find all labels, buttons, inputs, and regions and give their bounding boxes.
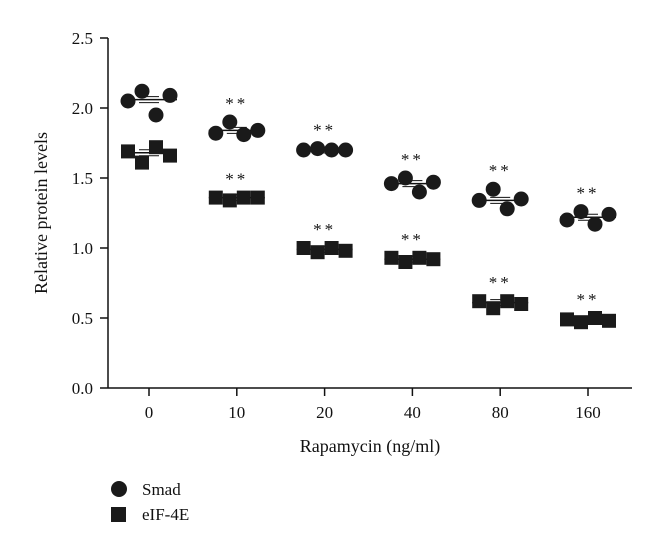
data-point-circle xyxy=(250,122,266,138)
data-point-square xyxy=(163,148,177,163)
y-ticks: 0.0 0.5 1.0 1.5 2.0 2.5 xyxy=(72,29,108,398)
data-point-circle xyxy=(485,181,501,197)
significance-label: ** xyxy=(401,150,424,169)
data-point-circle xyxy=(310,141,326,157)
data-point-square xyxy=(426,252,441,267)
significance-label: ** xyxy=(489,273,512,292)
y-tick-label: 2.5 xyxy=(72,29,93,48)
significance-label: ** xyxy=(313,220,336,239)
data-point-square xyxy=(236,190,251,205)
legend-label-smad: Smad xyxy=(142,480,181,499)
data-point-square xyxy=(222,193,237,208)
data-point-circle xyxy=(148,107,164,123)
data-point-circle xyxy=(601,206,617,222)
data-point-circle xyxy=(513,191,529,207)
data-point-circle xyxy=(134,83,150,99)
data-point-circle xyxy=(120,93,136,109)
y-tick-label: 0.0 xyxy=(72,379,93,398)
y-tick-label: 1.5 xyxy=(72,169,93,188)
x-tick-label: 40 xyxy=(404,403,421,422)
significance-label: ** xyxy=(577,290,600,309)
y-tick-label: 0.5 xyxy=(72,309,93,328)
data-point-circle xyxy=(338,142,354,158)
data-point-square xyxy=(338,243,353,258)
legend: Smad eIF-4E xyxy=(111,480,189,524)
data-point-circle xyxy=(383,176,399,192)
data-point-square xyxy=(149,140,163,155)
data-point-circle xyxy=(162,87,178,103)
data-point-square xyxy=(398,255,413,269)
data-point-square xyxy=(121,144,135,159)
data-point-square xyxy=(560,312,574,327)
legend-marker-smad xyxy=(111,481,127,497)
data-point-square xyxy=(412,250,427,265)
x-tick-label: 10 xyxy=(228,403,245,422)
x-tick-label: 20 xyxy=(316,403,333,422)
data-point-circle xyxy=(236,127,252,143)
x-ticks: 0 10 20 40 80 160 xyxy=(145,388,601,422)
legend-marker-eif4e xyxy=(111,507,126,522)
y-tick-label: 2.0 xyxy=(72,99,93,118)
x-tick-label: 80 xyxy=(492,403,509,422)
data-point-square xyxy=(208,190,223,205)
data-point-circle xyxy=(471,192,487,208)
significance-label: ** xyxy=(313,121,336,140)
significance-label: ** xyxy=(225,170,248,189)
legend-label-eif4e: eIF-4E xyxy=(142,505,189,524)
y-tick-label: 1.0 xyxy=(72,239,93,258)
data-point-square xyxy=(135,155,149,170)
data-point-circle xyxy=(499,201,515,217)
data-point-square xyxy=(514,297,529,311)
axes xyxy=(107,38,632,389)
data-point-circle xyxy=(411,184,427,200)
series-smad: ** ** ** ** ** xyxy=(120,83,617,232)
x-axis-title: Rapamycin (ng/ml) xyxy=(300,436,440,457)
significance-label: ** xyxy=(577,184,600,203)
y-axis-title: Relative protein levels xyxy=(31,132,51,294)
significance-label: ** xyxy=(401,230,424,249)
significance-label: ** xyxy=(489,161,512,180)
data-point-circle xyxy=(324,142,340,158)
data-point-square xyxy=(250,190,265,205)
data-point-square xyxy=(472,294,487,309)
data-point-circle xyxy=(296,142,312,158)
data-point-square xyxy=(296,241,311,255)
x-tick-label: 160 xyxy=(575,403,601,422)
data-point-square xyxy=(588,311,602,325)
significance-label: ** xyxy=(225,94,248,113)
series-eif4e: ** ** ** ** ** xyxy=(121,140,616,330)
data-point-circle xyxy=(425,174,441,190)
data-point-square xyxy=(500,294,515,309)
data-point-square xyxy=(324,241,339,255)
data-point-square xyxy=(574,315,588,330)
data-point-circle xyxy=(208,125,224,141)
data-point-circle xyxy=(222,114,238,130)
data-point-circle xyxy=(587,216,603,232)
data-point-square xyxy=(384,250,399,265)
data-point-square xyxy=(486,301,501,316)
data-point-circle xyxy=(397,170,413,186)
data-point-square xyxy=(310,245,325,260)
data-point-circle xyxy=(559,212,575,228)
data-marks: ** ** ** ** ** ** ** ** ** ** xyxy=(120,83,617,330)
data-point-circle xyxy=(573,204,589,220)
data-point-square xyxy=(602,313,616,328)
x-tick-label: 0 xyxy=(145,403,154,422)
